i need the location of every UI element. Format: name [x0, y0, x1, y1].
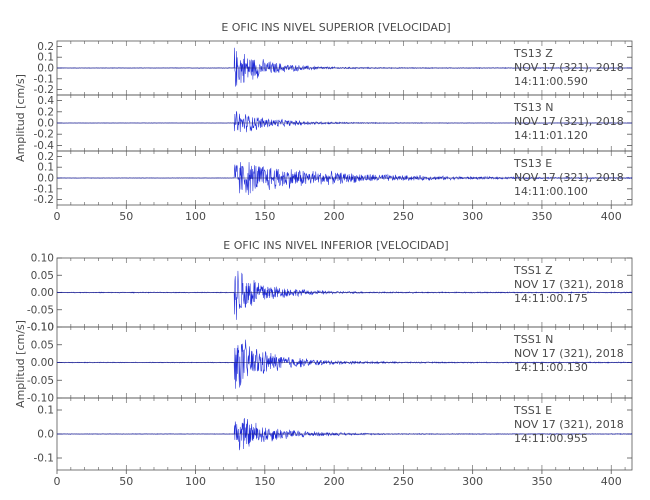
y-tick-label: 0.2 [37, 106, 54, 118]
y-axis-label-upper: Amplitud [cm/s] [14, 74, 27, 162]
date-label: NOV 17 (321), 2018 [514, 171, 624, 184]
y-tick-label: 0.2 [37, 41, 54, 53]
y-tick-label: 0.10 [31, 322, 54, 334]
date-label: NOV 17 (321), 2018 [514, 115, 624, 128]
x-tick-label: 350 [531, 210, 552, 223]
x-tick-label: 0 [54, 475, 61, 488]
date-label: NOV 17 (321), 2018 [514, 347, 624, 360]
y-tick-label: -0.10 [27, 322, 54, 334]
y-tick-label: 0.4 [37, 95, 54, 107]
station-label: TSS1 N [513, 333, 553, 346]
date-label: NOV 17 (321), 2018 [514, 278, 624, 291]
y-tick-label: -0.10 [27, 393, 54, 405]
y-tick-label: -0.05 [27, 375, 54, 387]
y-tick-label: -0.2 [34, 129, 55, 141]
y-tick-label: -0.4 [34, 140, 55, 152]
x-tick-label: 200 [324, 210, 345, 223]
x-tick-label: 200 [324, 475, 345, 488]
x-tick-label: 250 [393, 475, 414, 488]
y-tick-label: -0.05 [27, 304, 54, 316]
x-tick-label: 400 [601, 475, 622, 488]
y-tick-label: -0.1 [34, 453, 55, 465]
station-label: TS13 N [513, 101, 553, 114]
time-label: 14:11:01.120 [514, 129, 588, 142]
time-label: 14:11:00.590 [514, 75, 588, 88]
y-tick-label: -0.2 [34, 194, 55, 206]
station-label: TS13 Z [513, 47, 553, 60]
x-tick-label: 50 [119, 475, 133, 488]
y-axis-label-lower: Amplitud [cm/s] [14, 320, 27, 408]
y-tick-label: 0.00 [31, 287, 54, 299]
y-tick-label: 0.10 [31, 253, 54, 265]
chart-title-upper: E OFIC INS NIVEL SUPERIOR [VELOCIDAD] [221, 21, 450, 34]
time-label: 14:11:00.955 [514, 432, 588, 445]
y-tick-label: 0.1 [37, 52, 54, 64]
y-tick-label: 0.05 [31, 270, 54, 282]
y-tick-label: 0.0 [37, 118, 54, 130]
y-tick-label: -0.2 [34, 84, 55, 96]
y-tick-label: 0.0 [37, 63, 54, 75]
date-label: NOV 17 (321), 2018 [514, 418, 624, 431]
x-tick-label: 250 [393, 210, 414, 223]
y-tick-label: 0.00 [31, 357, 54, 369]
x-tick-label: 300 [462, 210, 483, 223]
time-label: 14:11:00.100 [514, 185, 588, 198]
x-tick-label: 300 [462, 475, 483, 488]
y-tick-label: 0.0 [37, 173, 54, 185]
x-tick-label: 100 [185, 475, 206, 488]
station-label: TSS1 Z [513, 264, 553, 277]
x-tick-label: 100 [185, 210, 206, 223]
x-tick-label: 150 [254, 475, 275, 488]
y-tick-label: -0.1 [34, 183, 55, 195]
x-tick-label: 400 [601, 210, 622, 223]
x-tick-label: 150 [254, 210, 275, 223]
y-tick-label: 0.05 [31, 339, 54, 351]
date-label: NOV 17 (321), 2018 [514, 61, 624, 74]
chart-title-lower: E OFIC INS NIVEL INFERIOR [VELOCIDAD] [223, 239, 448, 252]
y-tick-label: 0.2 [37, 151, 54, 163]
time-label: 14:11:00.130 [514, 361, 588, 374]
y-tick-label: 0.1 [37, 405, 54, 417]
x-tick-label: 350 [531, 475, 552, 488]
station-label: TSS1 E [513, 404, 552, 417]
station-label: TS13 E [513, 157, 552, 170]
y-tick-label: 0.0 [37, 429, 54, 441]
time-label: 14:11:00.175 [514, 292, 588, 305]
x-tick-label: 50 [119, 210, 133, 223]
y-tick-label: -0.1 [34, 73, 55, 85]
y-tick-label: 0.1 [37, 162, 54, 174]
x-tick-label: 0 [54, 210, 61, 223]
